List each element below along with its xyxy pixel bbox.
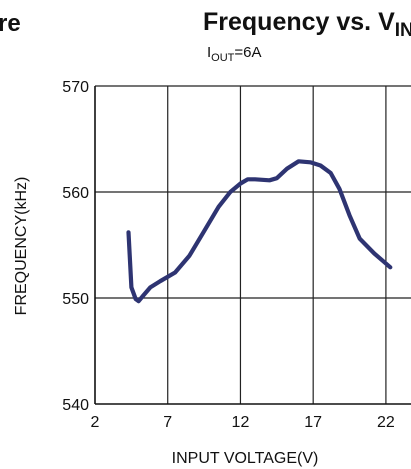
chart-title: Frequency vs. VIN — [203, 8, 411, 41]
chart-title-main: Frequency vs. V — [203, 8, 395, 36]
x-tick-label: 22 — [377, 414, 395, 431]
y-tick-label: 570 — [62, 79, 89, 96]
y-axis-label: FREQUENCY(kHz) — [13, 177, 30, 316]
x-tick-label: 17 — [304, 414, 322, 431]
x-axis-label: INPUT VOLTAGE(V) — [172, 450, 319, 467]
series-line-0 — [126, 159, 393, 304]
chart-subtitle-rest: =6A — [234, 44, 261, 61]
grid — [95, 85, 411, 404]
x-tick-label: 2 — [91, 414, 100, 431]
chart-subtitle: IOUT=6A — [207, 44, 262, 64]
series-group — [126, 159, 393, 304]
neighbor-title-fragment: re — [0, 10, 21, 37]
y-tick-labels: 540 550 560 570 — [62, 79, 89, 414]
y-tick-label: 550 — [62, 291, 89, 308]
x-tick-label: 12 — [232, 414, 250, 431]
chart-title-subscript: IN — [395, 20, 411, 41]
y-tick-label: 540 — [62, 397, 89, 414]
axes — [94, 86, 411, 405]
chart-subtitle-main: I — [207, 44, 211, 61]
x-tick-label: 7 — [163, 414, 172, 431]
x-tick-labels: 2 7 12 17 22 — [91, 414, 395, 431]
chart-subtitle-subscript: OUT — [211, 52, 235, 64]
y-tick-label: 560 — [62, 185, 89, 202]
